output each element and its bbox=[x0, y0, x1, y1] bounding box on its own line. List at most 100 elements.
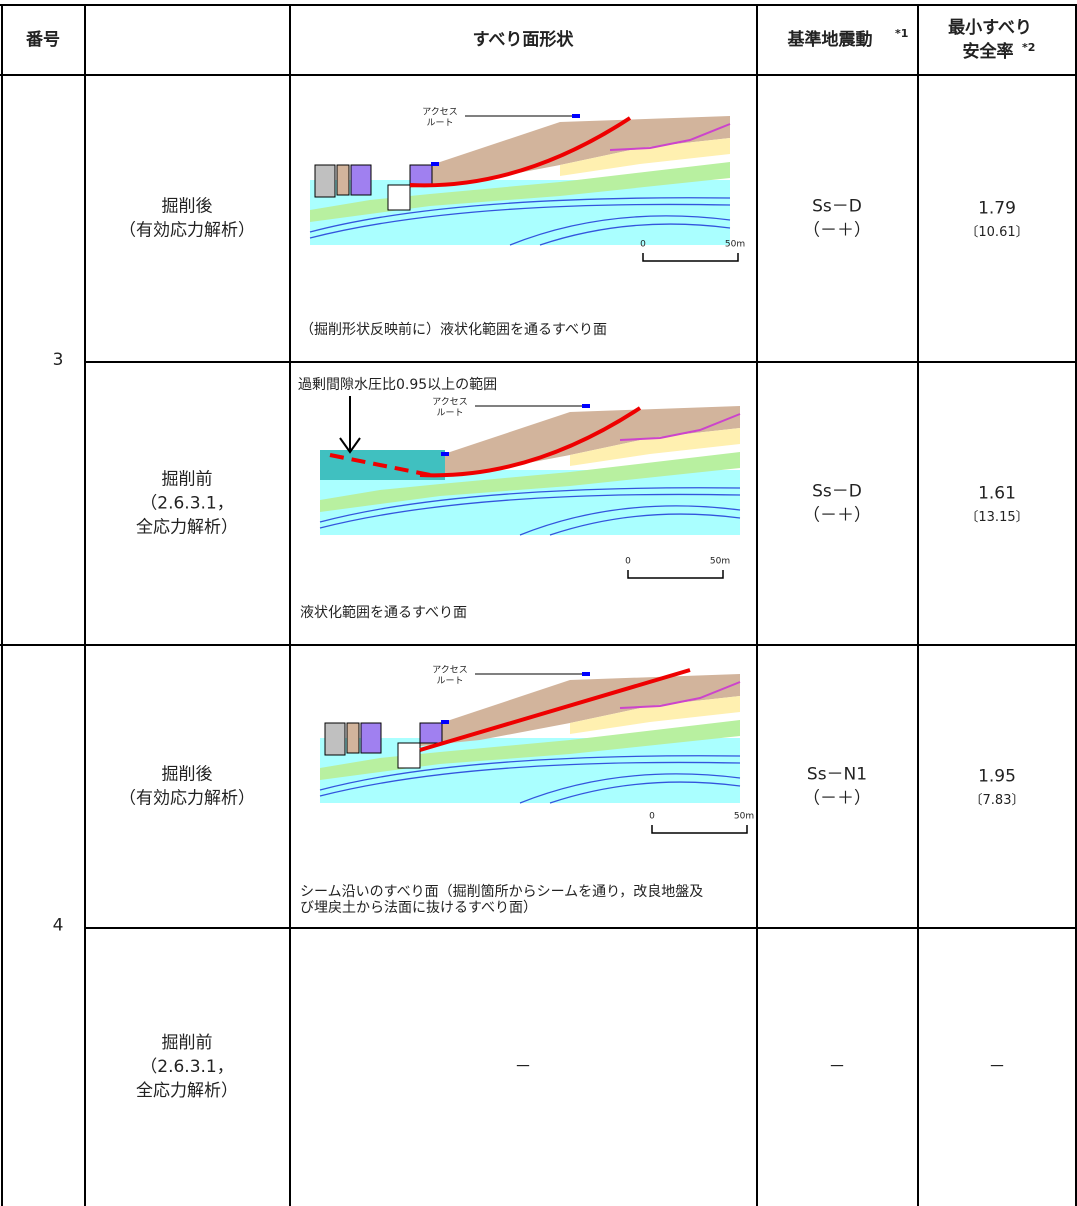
scale-label: 50m bbox=[710, 557, 730, 567]
slip-surface bbox=[329, 453, 431, 477]
figure-empty: － bbox=[515, 1057, 532, 1077]
scale-label: 0 bbox=[625, 557, 631, 567]
route bbox=[431, 162, 439, 166]
scale-bar bbox=[642, 253, 739, 262]
slip-surface bbox=[419, 406, 642, 478]
seam bbox=[519, 505, 741, 536]
slip-surface bbox=[409, 116, 632, 188]
case: 掘削前 bbox=[162, 470, 213, 490]
case: （有効応力解析） bbox=[119, 789, 255, 809]
scale-bar bbox=[651, 825, 748, 834]
scale-label: 50m bbox=[725, 240, 745, 250]
seam bbox=[309, 203, 731, 239]
structure bbox=[350, 164, 372, 196]
route bbox=[582, 404, 590, 408]
structure bbox=[360, 722, 382, 754]
case: 全応力解析） bbox=[136, 1081, 238, 1101]
header-number: 番号 bbox=[25, 30, 60, 50]
scale-label: 0 bbox=[649, 812, 655, 822]
layer bbox=[560, 138, 730, 176]
layer bbox=[570, 428, 740, 466]
case: 掘削後 bbox=[162, 197, 213, 217]
diagram-label: ルート bbox=[426, 119, 453, 129]
seam bbox=[319, 493, 741, 529]
route bbox=[441, 452, 449, 456]
seam bbox=[619, 413, 741, 441]
scale-bar bbox=[627, 570, 724, 579]
structure bbox=[419, 722, 443, 744]
diagram-label: アクセス bbox=[432, 665, 468, 676]
seam bbox=[539, 223, 731, 246]
diagram-label: ルート bbox=[436, 409, 463, 419]
fs: 1.95 bbox=[978, 767, 1016, 787]
seam bbox=[319, 761, 741, 797]
route bbox=[572, 114, 580, 118]
layer bbox=[320, 720, 740, 780]
arrow-head bbox=[339, 437, 361, 454]
seam bbox=[619, 681, 741, 709]
motion: （－＋） bbox=[803, 506, 871, 526]
note: 過剰間隙水圧比0.95以上の範囲 bbox=[298, 376, 497, 393]
row-number: 3 bbox=[53, 350, 64, 370]
structure bbox=[336, 164, 350, 196]
seam bbox=[519, 773, 741, 804]
layer bbox=[320, 452, 740, 512]
fs-detail: 〔7.83〕 bbox=[970, 793, 1025, 808]
motion: － bbox=[829, 1057, 846, 1077]
fs-detail: 〔10.61〕 bbox=[965, 225, 1028, 240]
motion: Ss－D bbox=[812, 482, 862, 502]
structure bbox=[324, 722, 346, 756]
fs: － bbox=[989, 1057, 1006, 1077]
pit bbox=[397, 742, 421, 769]
caption: 液状化範囲を通るすべり面 bbox=[300, 604, 467, 621]
route bbox=[582, 672, 590, 676]
caption: シーム沿いのすべり面（掘削箇所からシームを通り，改良地盤及 bbox=[300, 883, 703, 900]
structure bbox=[314, 164, 336, 198]
case: （有効応力解析） bbox=[119, 221, 255, 241]
seam bbox=[509, 215, 731, 246]
caption: （掘削形状反映前に）液状化範囲を通るすべり面 bbox=[300, 321, 607, 338]
motion: Ss－N1 bbox=[807, 765, 867, 785]
structure bbox=[346, 722, 360, 754]
fs: 1.61 bbox=[978, 484, 1016, 504]
case: （2.6.3.1， bbox=[140, 494, 233, 514]
header-fs: 最小すべり bbox=[948, 18, 1032, 38]
case: 全応力解析） bbox=[136, 518, 238, 538]
diagram-label: アクセス bbox=[432, 397, 468, 408]
motion: Ss－D bbox=[812, 197, 862, 217]
header-note: *1 bbox=[895, 27, 908, 40]
caption: び埋戻土から法面に抜けるすべり面） bbox=[300, 900, 537, 916]
pit bbox=[387, 184, 411, 211]
seam bbox=[609, 123, 731, 151]
structure bbox=[409, 164, 433, 186]
motion: （－＋） bbox=[803, 221, 871, 241]
diagram-label: ルート bbox=[436, 677, 463, 687]
scale-label: 0 bbox=[640, 240, 646, 250]
motion: （－＋） bbox=[803, 789, 871, 809]
header-shape: すべり面形状 bbox=[473, 29, 575, 50]
header-motion: 基準地震動 bbox=[787, 29, 873, 50]
header-fs: 安全率 bbox=[963, 41, 1014, 62]
layer bbox=[310, 162, 730, 222]
seam bbox=[309, 197, 731, 233]
fs: 1.79 bbox=[978, 199, 1016, 219]
header-note: *2 bbox=[1022, 41, 1035, 54]
case: （2.6.3.1， bbox=[140, 1057, 233, 1077]
seam bbox=[319, 755, 741, 791]
layer bbox=[570, 696, 740, 734]
case: 掘削後 bbox=[162, 765, 213, 785]
seam bbox=[549, 781, 741, 804]
fs-detail: 〔13.15〕 bbox=[965, 510, 1028, 525]
slip-surface bbox=[419, 668, 691, 752]
scale-label: 50m bbox=[734, 812, 754, 822]
row-number: 4 bbox=[53, 916, 64, 936]
seam bbox=[319, 487, 741, 523]
seam bbox=[549, 513, 741, 536]
case: 掘削前 bbox=[162, 1033, 213, 1053]
diagram-label: アクセス bbox=[422, 107, 458, 118]
route bbox=[441, 720, 449, 724]
